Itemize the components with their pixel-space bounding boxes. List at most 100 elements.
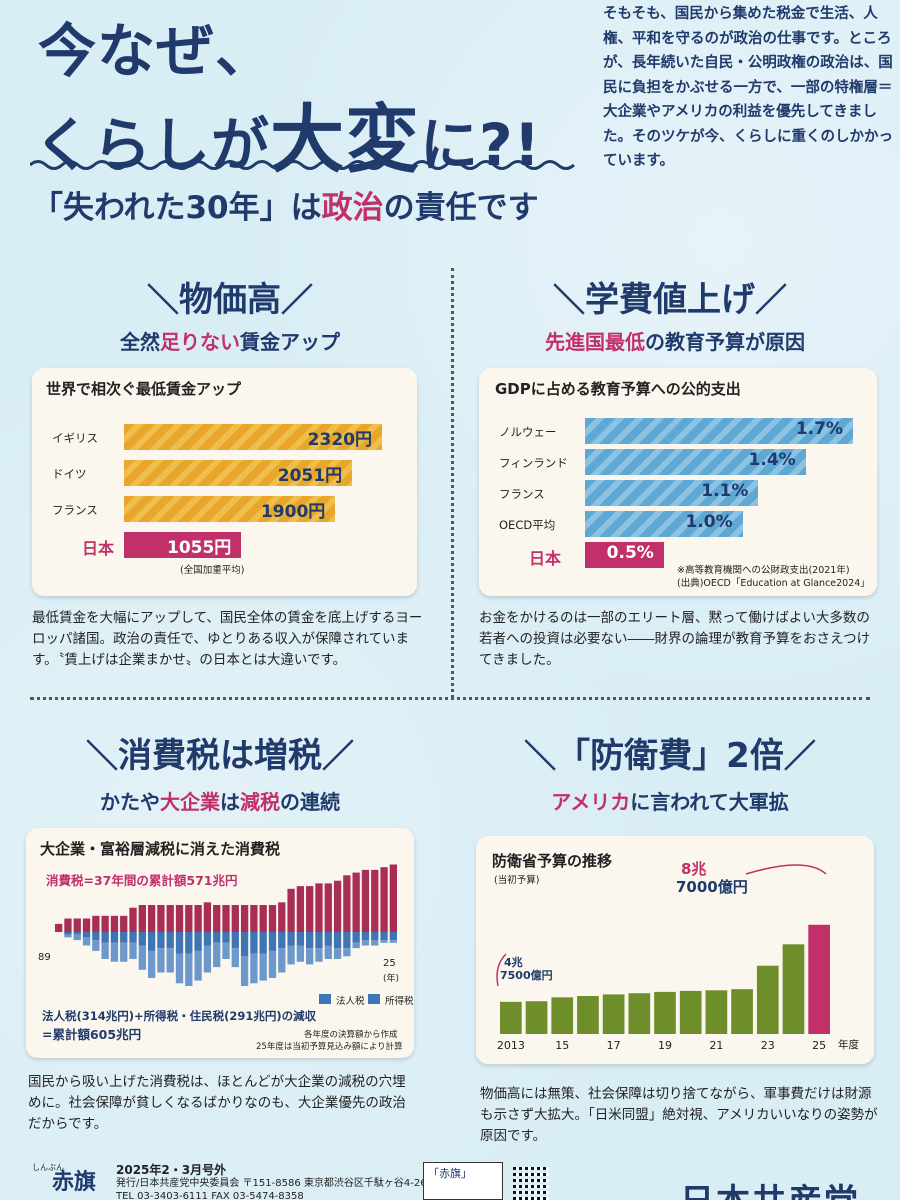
- annotation-curve: [745, 864, 827, 875]
- subheadline-pink: 政治: [321, 190, 384, 226]
- section1-title: ＼物価高／: [90, 272, 370, 321]
- section1-paragraph: 最低賃金を大幅にアップして、国民全体の賃金を底上げするヨーロッパ諸国。政治の責任…: [32, 610, 423, 668]
- x-tick-label: 23: [761, 1039, 775, 1052]
- bar: 1.1%: [585, 480, 759, 506]
- section3-sub-post: の連続: [280, 790, 340, 814]
- defense-bar: [551, 997, 574, 1034]
- income-tax-bar: [194, 950, 202, 981]
- corporate-tax-bar: [324, 932, 332, 946]
- defense-bar: [705, 990, 728, 1034]
- education-chart-title: GDPに占める教育予算への公的支出: [495, 380, 741, 398]
- consumption-tax-bar: [240, 905, 249, 932]
- tax-end-year: 25: [383, 958, 396, 969]
- income-tax-bar: [185, 953, 193, 986]
- category-label: 日本: [529, 549, 562, 568]
- consumption-tax-bar: [166, 905, 174, 932]
- footer-info: 2025年2・3月号外 発行/日本共産党中央委員会 〒151-8586 東京都渋…: [116, 1164, 437, 1200]
- defense-bar: [782, 944, 805, 1034]
- tax-start-year: 89: [38, 952, 51, 963]
- category-label: フィンランド: [499, 456, 568, 470]
- defense-label-start1: 4兆: [504, 956, 523, 969]
- income-tax-bar: [231, 948, 239, 968]
- income-tax-bar: [64, 934, 72, 938]
- corporate-tax-bar: [268, 932, 277, 951]
- defense-bar: [731, 989, 753, 1034]
- bar: 1.4%: [585, 449, 806, 475]
- income-tax-bar: [371, 940, 379, 946]
- legend-income: 所得税: [385, 996, 414, 1007]
- defense-label-start2: 7500億円: [500, 969, 553, 982]
- annotation-curve: [496, 953, 507, 987]
- defense-bar: [679, 990, 702, 1034]
- section4-title: ＼「防衛費」2倍／: [505, 728, 835, 777]
- consumption-tax-bar: [380, 867, 388, 932]
- corporate-tax-bar: [194, 932, 202, 951]
- tax-end-year-unit: (年): [383, 974, 400, 984]
- slash-icon-left: ＼: [552, 281, 585, 319]
- tax-chart-note1: 各年度の決算額から作成: [304, 1030, 398, 1040]
- section3-sub-pre: かたや: [100, 790, 160, 814]
- income-tax-bar: [166, 948, 174, 973]
- consumption-tax-bar: [306, 886, 314, 932]
- qr-code-icon[interactable]: [513, 1164, 549, 1200]
- corporate-tax-bar: [73, 932, 81, 935]
- income-tax-bar: [352, 942, 360, 949]
- vertical-divider: [451, 268, 454, 698]
- income-tax-bar: [213, 942, 221, 968]
- education-chart-note2: (出典)OECD「Education at Glance2024」: [677, 578, 870, 589]
- section2-sub-post: の教育予算が原因: [645, 330, 805, 354]
- footer-tel: TEL 03-3403-6111 FAX 03-5474-8358: [116, 1191, 304, 1200]
- bar-value-label: 1.1%: [701, 481, 749, 501]
- bar-value-label: 2051円: [277, 466, 343, 486]
- income-tax-bar: [268, 950, 277, 978]
- income-tax-bar: [333, 948, 342, 959]
- wage-chart-title: 世界で相次ぐ最低賃金アップ: [46, 380, 242, 398]
- consumption-tax-bar: [268, 905, 277, 932]
- consumption-tax-bar: [120, 915, 128, 932]
- corporate-tax-bar: [101, 932, 109, 943]
- wage-chart-card: 世界で相次ぐ最低賃金アップ イギリス 2320円 ドイツ 2051円 フランス 1900円…: [32, 368, 417, 596]
- consumption-tax-bar: [185, 905, 193, 932]
- consumption-tax-bar: [129, 907, 137, 932]
- income-tax-bar: [82, 937, 91, 946]
- defense-chart-card: 防衛省予算の推移 (当初予算) 2013 15 17 19 21 23 25 4兆 7500…: [476, 836, 874, 1064]
- headline-line2: くらしが大変に?!: [34, 80, 541, 187]
- defense-axis-unit: 年度: [838, 1039, 859, 1051]
- x-tick-label: 21: [709, 1039, 723, 1052]
- income-tax-bar: [138, 945, 146, 970]
- bar-value-label: 1900円: [260, 502, 326, 522]
- consumption-tax-bar: [110, 915, 119, 932]
- defense-chart-title: 防衛省予算の推移: [492, 852, 613, 870]
- category-label: ドイツ: [52, 467, 87, 481]
- consumption-tax-bar: [147, 905, 156, 932]
- defense-bar: [808, 924, 830, 1034]
- corporate-tax-bar: [306, 932, 314, 949]
- defense-bar: [602, 994, 625, 1034]
- corporate-tax-bar: [240, 932, 249, 957]
- slash-icon-left: ＼: [85, 737, 118, 775]
- income-tax-bar: [361, 940, 370, 946]
- x-tick-label: 2013: [497, 1039, 525, 1052]
- section2-sub-pink: 先進国最低: [545, 330, 645, 354]
- bar: 1900円: [124, 496, 336, 522]
- section4-title-text: 「防衛費」2倍: [556, 736, 784, 776]
- consumption-tax-bar: [250, 905, 258, 932]
- bar-value-label: 2320円: [307, 430, 372, 450]
- income-tax-bar: [240, 956, 249, 986]
- consumption-tax-bar: [287, 888, 295, 932]
- defense-chart: 2013 15 17 19 21 23 25: [496, 864, 830, 1052]
- tax-chart-note2: 25年度は当初予算見込み額により計算: [256, 1042, 403, 1052]
- subheadline: 「失われた30年」は政治の責任です: [32, 182, 539, 227]
- section2-subtitle: 先進国最低の教育予算が原因: [495, 326, 855, 355]
- section2-paragraph: お金をかけるのは一部のエリート層、黙って働けばよい大多数の若者への投資は必要ない…: [479, 610, 871, 668]
- category-label: イギリス: [52, 431, 98, 445]
- footer-box: 「赤旗」: [423, 1162, 503, 1200]
- bar: 2051円: [124, 460, 353, 486]
- consumption-tax-bar: [231, 905, 239, 932]
- section3-sub-pink2: 減税: [240, 790, 280, 814]
- tax-chart: [55, 864, 397, 986]
- corporate-tax-bar: [371, 932, 379, 941]
- consumption-tax-bar: [175, 905, 184, 932]
- consumption-tax-bar: [194, 905, 202, 932]
- corporate-tax-bar: [222, 932, 230, 943]
